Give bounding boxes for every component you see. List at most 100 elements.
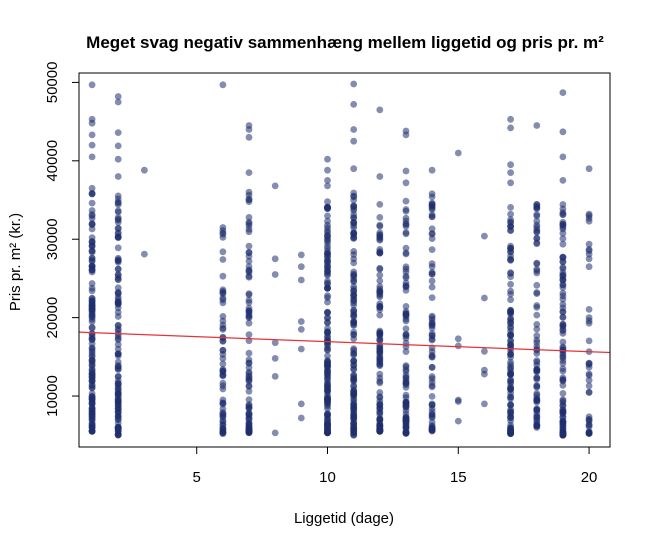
data-point [219,368,227,375]
data-point [559,153,567,161]
data-point [507,371,514,378]
data-point [428,166,436,174]
data-point [428,364,436,371]
data-point [428,269,436,276]
data-point [402,410,410,418]
data-point [88,184,96,192]
data-point [114,358,122,366]
data-point [88,410,96,418]
data-point [533,122,541,129]
data-point [245,312,253,320]
data-point [245,196,253,204]
data-point [559,211,567,219]
data-point [428,383,436,391]
data-point [402,325,410,333]
data-point [507,124,514,132]
data-point [324,284,331,292]
data-point [88,212,96,220]
data-point [559,323,567,330]
data-point [350,80,358,88]
x-tick-label: 15 [450,469,467,486]
data-point [533,226,541,234]
data-point [324,277,331,285]
data-point [376,264,384,272]
data-point [219,337,227,345]
data-point [533,422,541,429]
data-point [402,429,410,437]
data-point [114,274,122,281]
data-point [585,217,593,225]
data-point [585,360,593,367]
data-point [507,393,514,400]
data-point [559,359,567,367]
data-point [88,153,96,161]
data-point [114,257,122,264]
data-point [402,179,410,187]
data-point [350,165,358,173]
data-point [428,213,436,220]
data-point [88,427,96,435]
data-point [402,197,410,205]
data-point [507,320,514,327]
data-point [428,314,436,322]
data-point [507,179,514,187]
data-point [507,401,514,409]
data-point [114,93,122,100]
data-point [114,155,122,163]
data-point [324,227,331,234]
chart-title: Meget svag negativ sammenhæng mellem lig… [86,33,604,52]
data-point [114,431,122,439]
data-point [559,229,567,237]
data-point [245,403,253,411]
data-point [559,177,567,184]
data-point [376,335,384,342]
data-point [114,284,122,292]
data-point [559,344,567,352]
data-point [219,360,227,368]
data-point [559,376,567,384]
data-point [507,358,514,366]
data-point [507,287,514,295]
data-point [402,272,410,280]
data-point [402,331,410,338]
y-tick-label: 20000 [44,297,61,339]
data-point [507,244,514,252]
data-point [245,319,253,327]
data-point [297,326,305,333]
data-point [245,273,253,281]
data-point [297,251,305,259]
data-point [402,402,410,410]
data-point [376,389,384,396]
data-point [350,292,358,300]
data-point [402,131,410,139]
data-point [428,422,436,429]
data-point [324,182,331,190]
data-point [376,246,384,253]
data-point [114,98,122,106]
data-point [324,260,331,268]
data-point [324,212,331,220]
data-point [533,325,541,333]
data-point [507,344,514,352]
trend-line [78,331,611,354]
data-point [428,393,436,400]
data-point [219,224,227,231]
data-point [114,173,122,180]
data-point [350,387,358,395]
data-point [428,378,436,386]
data-point [402,416,410,424]
data-point [88,207,96,214]
data-point [402,424,410,431]
data-point [219,385,227,393]
data-point [376,201,384,208]
data-point [559,235,567,243]
data-point [324,245,331,253]
data-point [585,382,593,390]
data-point [88,404,96,412]
data-point [559,254,567,261]
data-point [402,244,410,252]
data-point [559,408,567,416]
data-point [585,372,593,379]
data-point [324,268,331,276]
data-point [585,337,593,345]
